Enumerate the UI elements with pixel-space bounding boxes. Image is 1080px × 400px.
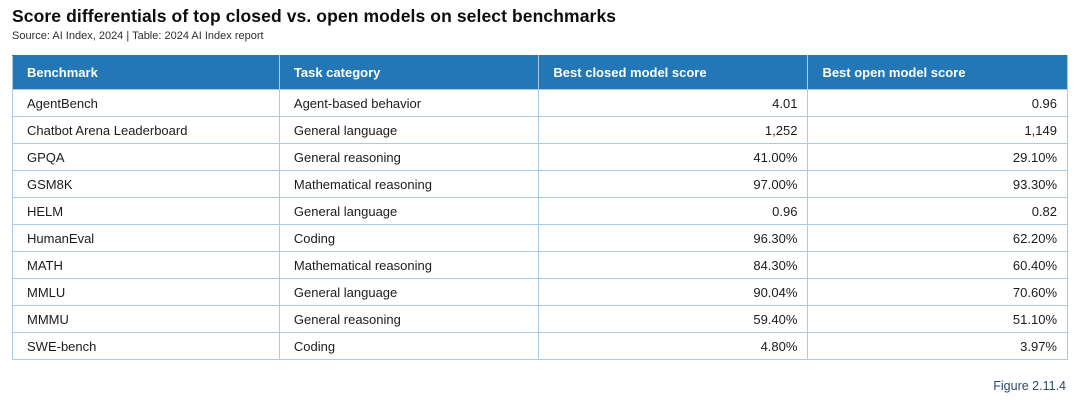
open-model-score: 60.40% <box>807 251 1068 279</box>
benchmark-name: MATH <box>12 251 280 279</box>
figure-source: Source: AI Index, 2024 | Table: 2024 AI … <box>12 30 264 42</box>
task-category: General reasoning <box>278 143 540 171</box>
task-category: Mathematical reasoning <box>278 170 540 198</box>
open-model-score: 1,149 <box>807 116 1068 144</box>
benchmark-name: HumanEval <box>12 224 280 252</box>
open-model-score: 62.20% <box>807 224 1068 252</box>
task-category: General language <box>278 278 540 306</box>
open-model-score: 0.82 <box>807 197 1068 225</box>
table-row: GSM8K Mathematical reasoning 97.00% 93.30% <box>12 170 1068 198</box>
closed-model-score: 1,252 <box>538 116 809 144</box>
table-row: MMMU General reasoning 59.40% 51.10% <box>12 305 1068 333</box>
closed-model-score: 4.01 <box>538 89 809 117</box>
table-body: AgentBench Agent-based behavior 4.01 0.96 Ch… <box>12 89 1068 360</box>
benchmark-name: MMMU <box>12 305 280 333</box>
table-row: SWE-bench Coding 4.80% 3.97% <box>12 332 1068 360</box>
open-model-score: 0.96 <box>807 89 1068 117</box>
figure-title: Score differentials of top closed vs. op… <box>12 6 617 26</box>
task-category: General reasoning <box>278 305 540 333</box>
figure-number-label: Figure 2.11.4 <box>993 379 1066 393</box>
table-row: MMLU General language 90.04% 70.60% <box>12 278 1068 306</box>
column-header-1: Task category <box>278 55 540 90</box>
table-row: GPQA General reasoning 41.00% 29.10% <box>12 143 1068 171</box>
open-model-score: 29.10% <box>807 143 1068 171</box>
column-header-3: Best open model score <box>807 55 1068 90</box>
closed-model-score: 59.40% <box>538 305 809 333</box>
open-model-score: 3.97% <box>807 332 1068 360</box>
table-row: HumanEval Coding 96.30% 62.20% <box>12 224 1068 252</box>
closed-model-score: 90.04% <box>538 278 809 306</box>
benchmark-name: Chatbot Arena Leaderboard <box>12 116 280 144</box>
table-header-row: Benchmark Task category Best closed model … <box>12 55 1068 90</box>
open-model-score: 51.10% <box>807 305 1068 333</box>
closed-model-score: 96.30% <box>538 224 809 252</box>
task-category: Mathematical reasoning <box>278 251 540 279</box>
benchmark-name: GPQA <box>12 143 280 171</box>
benchmark-table: Benchmark Task category Best closed model … <box>12 55 1068 360</box>
table-row: MATH Mathematical reasoning 84.30% 60.40% <box>12 251 1068 279</box>
task-category: Coding <box>278 224 540 252</box>
benchmark-name: MMLU <box>12 278 280 306</box>
task-category: General language <box>278 197 540 225</box>
column-header-0: Benchmark <box>12 55 280 90</box>
closed-model-score: 4.80% <box>538 332 809 360</box>
table-row: AgentBench Agent-based behavior 4.01 0.96 <box>12 89 1068 117</box>
task-category: Agent-based behavior <box>278 89 540 117</box>
closed-model-score: 84.30% <box>538 251 809 279</box>
table-row: HELM General language 0.96 0.82 <box>12 197 1068 225</box>
benchmark-name: AgentBench <box>12 89 280 117</box>
closed-model-score: 0.96 <box>538 197 809 225</box>
open-model-score: 93.30% <box>807 170 1068 198</box>
task-category: General language <box>278 116 540 144</box>
benchmark-name: GSM8K <box>12 170 280 198</box>
closed-model-score: 97.00% <box>538 170 809 198</box>
benchmark-name: HELM <box>12 197 280 225</box>
table-row: Chatbot Arena Leaderboard General languag… <box>12 116 1068 144</box>
task-category: Coding <box>278 332 540 360</box>
benchmark-name: SWE-bench <box>12 332 280 360</box>
open-model-score: 70.60% <box>807 278 1068 306</box>
closed-model-score: 41.00% <box>538 143 809 171</box>
column-header-2: Best closed model score <box>538 55 809 90</box>
